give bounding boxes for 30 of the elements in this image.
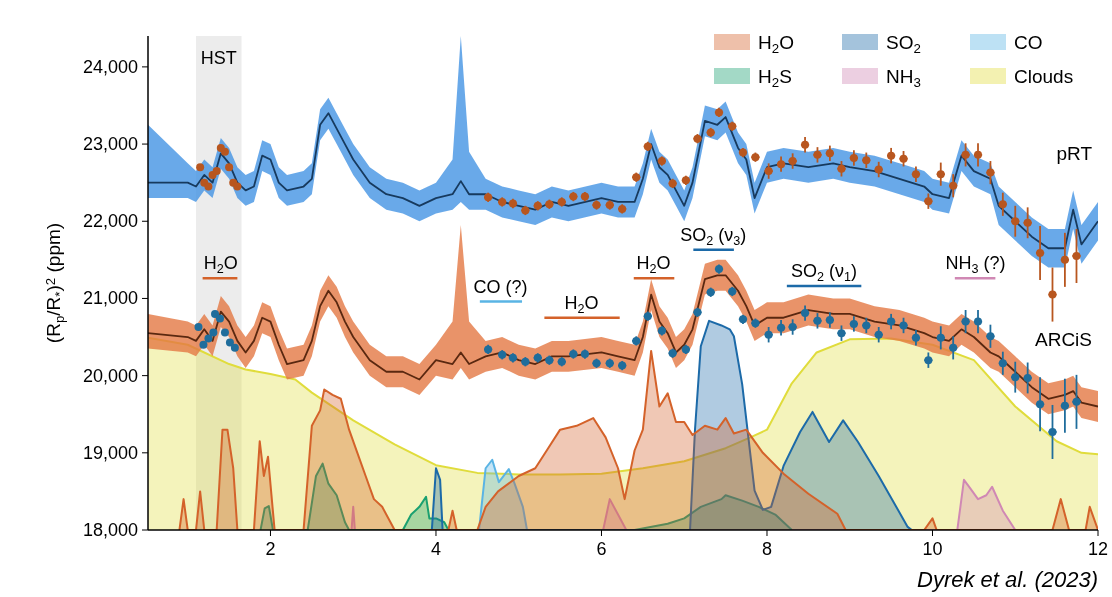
legend-label: H$_{2}$O bbox=[758, 32, 794, 56]
y-tick-label: 23,000 bbox=[82, 134, 138, 155]
annotation: SO$_{2}$ (ν$_{3}$) bbox=[680, 224, 747, 248]
band-label: HST bbox=[200, 48, 237, 68]
x-tick-label: 2 bbox=[265, 539, 276, 559]
legend-label: SO$_{2}$ bbox=[886, 32, 921, 56]
text: Dyrek et al. (2023) bbox=[917, 567, 1098, 592]
y-tick-label: 22,000 bbox=[82, 211, 138, 232]
annotation: NH$_{3}$ (?) bbox=[945, 253, 1006, 276]
annotation: H$_{2}$O bbox=[203, 253, 238, 276]
x-tick-label: 8 bbox=[761, 539, 772, 559]
series-label: ARCiS bbox=[1034, 328, 1092, 350]
y-tick-label: 21,000 bbox=[82, 288, 138, 309]
legend-label: Clouds bbox=[1014, 66, 1074, 87]
annotation: H$_{2}$O bbox=[636, 253, 671, 276]
legend-label: NH$_{3}$ bbox=[886, 66, 921, 90]
y-tick-label: 18,000 bbox=[82, 520, 138, 540]
legend-label: H$_{2}$S bbox=[758, 66, 792, 90]
annotation: SO$_{2}$ (ν$_{1}$) bbox=[791, 261, 858, 284]
x-tick-label: 4 bbox=[430, 539, 441, 559]
y-tick-label: 19,000 bbox=[82, 442, 138, 463]
text: pRT bbox=[1056, 143, 1093, 165]
y-tick-label: 24,000 bbox=[82, 56, 138, 77]
legend-label: CO bbox=[1014, 32, 1043, 53]
annotation: CO (?) bbox=[473, 276, 528, 297]
y-tick-label: 20,000 bbox=[82, 365, 138, 386]
x-tick-label: 12 bbox=[1087, 539, 1109, 559]
annotation: H$_{2}$O bbox=[564, 292, 599, 316]
x-tick-label: 6 bbox=[596, 539, 607, 559]
x-tick-label: 10 bbox=[922, 539, 943, 559]
